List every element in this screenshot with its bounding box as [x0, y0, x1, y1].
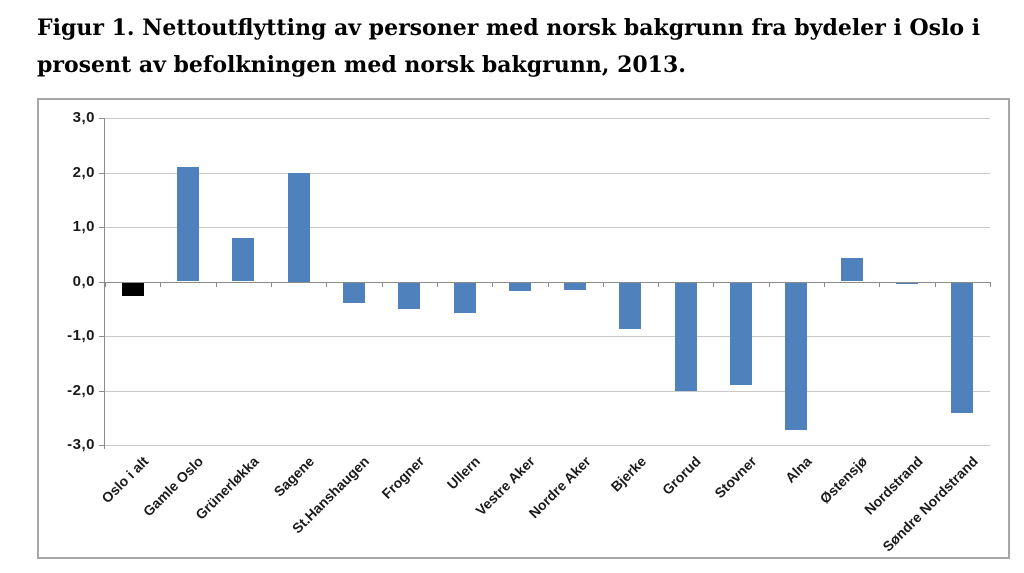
y-axis-tick: [99, 281, 105, 283]
x-axis-tick: [824, 281, 826, 287]
y-axis-tick-label: -3,0: [67, 436, 95, 453]
bar-alna: [785, 281, 808, 431]
x-axis-tick: [768, 281, 770, 287]
x-axis-tick: [326, 281, 328, 287]
y-gridline: [105, 336, 990, 337]
x-label-oslo-i-alt: Oslo i alt: [97, 453, 151, 507]
bar-frogner: [398, 281, 421, 309]
x-axis-tick: [547, 281, 549, 287]
y-gridline: [105, 118, 990, 119]
x-axis-tick: [436, 281, 438, 287]
bar-nordre-aker: [564, 281, 587, 291]
x-label-alna: Alna: [781, 453, 815, 486]
figure-caption-line-1: Figur 1. Nettoutflytting av personer med…: [37, 15, 981, 41]
x-axis-tick: [105, 281, 106, 287]
x-axis-tick: [658, 281, 660, 287]
y-axis-tick: [99, 118, 105, 119]
x-label-stensj: Østensjø: [816, 453, 871, 507]
x-axis-tick: [270, 281, 272, 287]
y-axis-line: [104, 118, 105, 449]
y-axis-tick-label: -2,0: [67, 381, 95, 399]
bar-sagene: [287, 172, 310, 282]
y-gridline: [105, 227, 990, 228]
y-axis-tick: [99, 227, 105, 228]
y-axis-tick-label: 3,0: [72, 109, 95, 126]
bar-s-ndre-nordstrand: [951, 281, 974, 414]
x-label-frogner: Frogner: [378, 453, 428, 502]
x-label-sagene: Sagene: [270, 453, 317, 500]
bar-stensj: [840, 258, 863, 282]
y-gridline: [105, 445, 990, 446]
y-axis-tick-label: 2,0: [72, 163, 95, 181]
x-axis-tick: [215, 281, 217, 287]
bar-stovner: [730, 281, 753, 386]
y-axis-tick: [99, 172, 105, 174]
x-axis-tick: [713, 281, 715, 287]
bar-oslo-i-alt: [121, 281, 144, 297]
x-axis-tick: [990, 281, 991, 287]
x-axis-tick: [381, 281, 383, 287]
bar-vestre-aker: [508, 281, 531, 292]
x-label-s-ndre-nordstrand: Søndre Nordstrand: [879, 453, 981, 555]
bar-bjerke: [619, 281, 642, 329]
bar-chart-plot-area: 3,0 2,0 1,0 0,0 -1,0 -2,0 -3,0 Oslo i alt Gamle …: [39, 100, 1008, 557]
y-axis-tick: [99, 445, 105, 446]
x-label-grorud: Grorud: [659, 453, 705, 498]
bar-grorud: [674, 281, 697, 391]
chart-frame: 3,0 2,0 1,0 0,0 -1,0 -2,0 -3,0 Oslo i alt Gamle …: [37, 98, 1010, 559]
y-axis-tick-label: 0,0: [72, 272, 95, 290]
bar-st-hanshaugen: [342, 281, 365, 304]
x-axis-tick: [934, 281, 936, 287]
y-gridline: [105, 390, 990, 392]
x-label-stovner: Stovner: [711, 453, 760, 502]
y-axis-tick: [99, 390, 105, 392]
x-axis-tick: [879, 281, 881, 287]
x-axis-tick: [492, 281, 494, 287]
figure-caption: Figur 1. Nettoutflytting av personer med…: [37, 10, 1002, 84]
bar-gr-nerl-kka: [232, 237, 255, 282]
y-axis-tick-label: -1,0: [67, 327, 95, 344]
figure-caption-line-2: prosent av befolkningen med norsk bakgru…: [37, 52, 686, 78]
bar-ullern: [453, 281, 476, 313]
x-label-bjerke: Bjerke: [607, 453, 649, 495]
x-label-ullern: Ullern: [443, 453, 483, 493]
x-axis-tick: [602, 281, 604, 287]
x-axis-tick: [160, 281, 162, 287]
y-gridline: [105, 172, 990, 174]
bar-gamle-oslo: [176, 167, 199, 282]
bar-nordstrand: [896, 281, 919, 285]
y-axis-tick: [99, 336, 105, 337]
y-axis-tick-label: 1,0: [72, 218, 95, 235]
